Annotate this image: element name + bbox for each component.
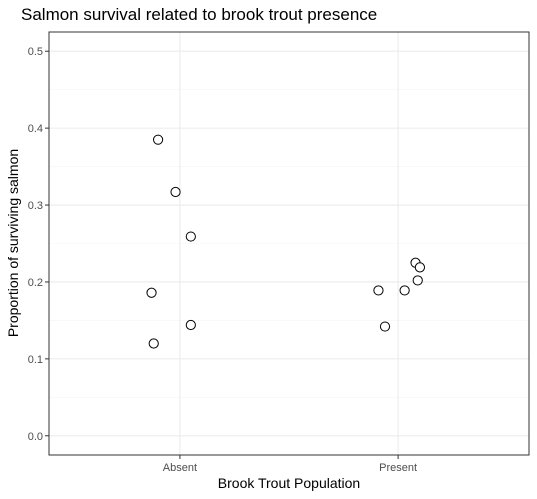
y-tick-label: 0.1 [28, 354, 43, 366]
y-tick-label: 0.0 [28, 431, 43, 443]
chart-title: Salmon survival related to brook trout p… [21, 5, 377, 24]
x-tick-label: Absent [163, 462, 197, 474]
data-point [146, 287, 157, 298]
data-point [399, 285, 410, 296]
y-tick-label: 0.4 [28, 123, 43, 135]
data-point [185, 319, 196, 331]
data-point [379, 321, 391, 332]
panel-border [48, 31, 530, 456]
x-axis-title: Brook Trout Population [218, 475, 360, 491]
data-point [170, 186, 181, 198]
data-point [373, 285, 384, 296]
data-point [414, 262, 426, 273]
y-tick-label: 0.3 [28, 200, 43, 212]
data-point [185, 231, 196, 242]
x-tick-label: Present [379, 462, 417, 474]
y-tick-label: 0.2 [28, 277, 43, 289]
data-point [148, 338, 159, 349]
plot-panel: 0.0 0.1 0.2 0.3 0.4 0.5 Absent Present [28, 31, 530, 474]
data-point [152, 134, 164, 145]
y-tick-label: 0.5 [28, 46, 43, 58]
y-axis-title: Proportion of surviving salmon [5, 149, 21, 337]
data-point [412, 275, 423, 286]
